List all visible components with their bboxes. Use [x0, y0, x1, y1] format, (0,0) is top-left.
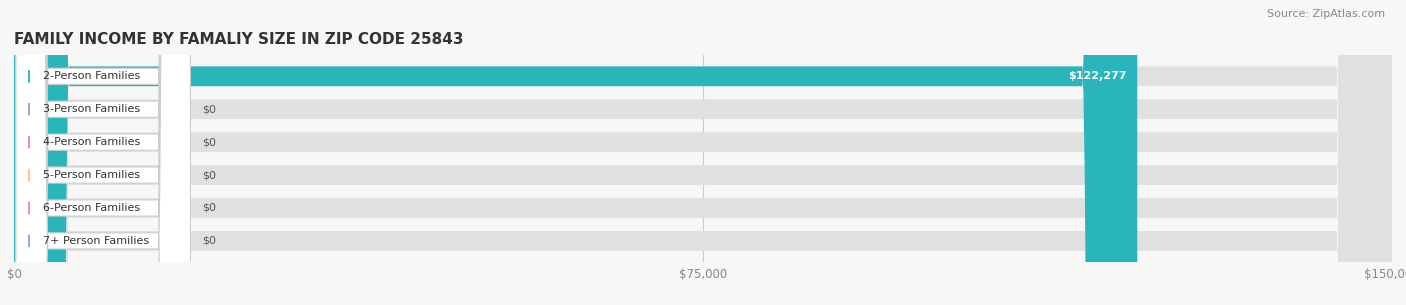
FancyBboxPatch shape — [15, 0, 190, 305]
Text: 2-Person Families: 2-Person Families — [44, 71, 141, 81]
FancyBboxPatch shape — [15, 0, 190, 305]
Text: $0: $0 — [202, 236, 217, 246]
FancyBboxPatch shape — [15, 0, 190, 305]
Text: $0: $0 — [202, 137, 217, 147]
FancyBboxPatch shape — [14, 0, 1392, 305]
Text: 5-Person Families: 5-Person Families — [44, 170, 141, 180]
Text: $0: $0 — [202, 170, 217, 180]
FancyBboxPatch shape — [14, 0, 1137, 305]
Text: 7+ Person Families: 7+ Person Families — [44, 236, 149, 246]
FancyBboxPatch shape — [15, 0, 190, 305]
FancyBboxPatch shape — [14, 0, 1392, 305]
FancyBboxPatch shape — [14, 0, 1392, 305]
FancyBboxPatch shape — [14, 0, 1392, 305]
Text: 6-Person Families: 6-Person Families — [44, 203, 141, 213]
FancyBboxPatch shape — [14, 0, 1392, 305]
Text: FAMILY INCOME BY FAMALIY SIZE IN ZIP CODE 25843: FAMILY INCOME BY FAMALIY SIZE IN ZIP COD… — [14, 32, 464, 47]
Text: $0: $0 — [202, 104, 217, 114]
FancyBboxPatch shape — [15, 0, 190, 305]
Text: $0: $0 — [202, 203, 217, 213]
FancyBboxPatch shape — [15, 0, 190, 305]
Text: Source: ZipAtlas.com: Source: ZipAtlas.com — [1267, 9, 1385, 19]
Text: 4-Person Families: 4-Person Families — [44, 137, 141, 147]
Text: $122,277: $122,277 — [1067, 71, 1126, 81]
Text: 3-Person Families: 3-Person Families — [44, 104, 141, 114]
FancyBboxPatch shape — [14, 0, 1392, 305]
